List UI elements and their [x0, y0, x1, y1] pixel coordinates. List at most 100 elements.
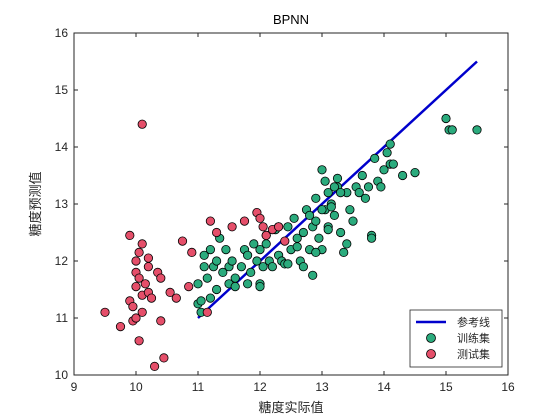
- train-point: [317, 205, 327, 215]
- train-point: [320, 176, 330, 186]
- train-point: [311, 216, 321, 226]
- train-point: [308, 270, 318, 280]
- train-point: [236, 262, 246, 272]
- test-point: [239, 216, 250, 226]
- test-point: [187, 247, 197, 257]
- train-point: [323, 225, 333, 235]
- test-point: [143, 253, 153, 263]
- legend-label-reference: 参考线: [457, 315, 490, 329]
- test-point: [184, 281, 194, 292]
- train-point: [249, 239, 259, 249]
- train-point: [382, 148, 392, 158]
- test-point: [171, 293, 181, 303]
- train-point: [472, 125, 482, 135]
- train-point: [212, 284, 222, 295]
- train-point: [339, 247, 349, 257]
- train-point: [357, 170, 367, 181]
- y-tick-label: 16: [55, 26, 69, 40]
- train-point: [311, 247, 321, 257]
- train-point: [255, 281, 265, 292]
- train-point: [221, 245, 231, 255]
- train-point: [227, 256, 237, 266]
- train-point: [441, 113, 451, 124]
- x-tick-label: 10: [129, 380, 143, 394]
- test-point: [212, 227, 222, 238]
- test-point: [273, 222, 284, 232]
- train-point: [267, 262, 277, 272]
- test-point: [143, 262, 153, 272]
- y-tick-label: 14: [55, 140, 69, 154]
- train-point: [246, 267, 256, 277]
- test-point: [255, 213, 265, 223]
- train-point: [376, 182, 386, 192]
- train-point: [311, 193, 321, 203]
- train-point: [292, 242, 302, 252]
- train-point: [283, 259, 293, 269]
- train-point: [230, 281, 240, 292]
- chart-title: BPNN: [273, 12, 309, 27]
- train-point: [329, 210, 339, 220]
- train-point: [348, 216, 358, 226]
- legend-label-test: 测试集: [457, 347, 490, 361]
- train-point: [397, 170, 408, 181]
- test-point: [134, 247, 144, 257]
- x-tick-label: 16: [501, 380, 515, 394]
- train-point: [261, 239, 271, 249]
- train-point: [258, 262, 268, 272]
- test-point: [128, 301, 138, 312]
- train-point: [243, 250, 253, 260]
- test-point: [280, 236, 290, 246]
- train-point: [366, 233, 377, 243]
- legend-train-swatch: [426, 333, 436, 343]
- train-point: [342, 239, 352, 249]
- train-point: [199, 262, 209, 272]
- train-point: [199, 250, 209, 260]
- train-point: [385, 139, 395, 149]
- x-tick-label: 9: [71, 380, 78, 394]
- train-point: [332, 173, 343, 183]
- series-layer: [100, 60, 482, 371]
- x-axis-label: 糖度实际值: [258, 400, 323, 416]
- test-point: [150, 361, 160, 371]
- train-point: [360, 193, 370, 203]
- train-point: [410, 168, 420, 178]
- x-tick-label: 15: [439, 380, 453, 394]
- test-point: [134, 273, 144, 283]
- x-tick-label: 11: [192, 380, 205, 394]
- test-point: [115, 321, 126, 332]
- test-point: [137, 119, 147, 129]
- train-point: [388, 159, 398, 169]
- legend-box: [409, 309, 503, 368]
- x-tick-label: 14: [377, 380, 391, 394]
- train-point: [298, 227, 308, 238]
- train-point: [243, 279, 253, 289]
- test-point: [100, 307, 110, 317]
- train-point: [255, 245, 265, 255]
- train-point: [212, 256, 222, 266]
- train-point: [205, 245, 215, 255]
- legend: 参考线 训练集 测试集: [409, 309, 503, 368]
- train-point: [193, 279, 203, 289]
- x-tick-label: 13: [315, 380, 329, 394]
- test-point: [177, 236, 188, 246]
- test-point: [131, 281, 141, 292]
- x-tick-label: 12: [253, 380, 267, 394]
- train-point: [289, 213, 299, 223]
- train-point: [314, 233, 324, 243]
- y-tick-label: 13: [55, 197, 69, 211]
- test-point: [146, 293, 157, 303]
- y-axis-label: 糖度预测值: [28, 171, 44, 236]
- test-point: [159, 353, 169, 363]
- test-point: [156, 316, 166, 326]
- train-point: [317, 165, 327, 175]
- y-tick-label: 12: [55, 254, 69, 268]
- train-point: [370, 153, 380, 163]
- train-point: [329, 182, 339, 192]
- train-point: [202, 273, 212, 283]
- train-point: [205, 293, 215, 303]
- test-point: [205, 216, 215, 226]
- y-tick-label: 15: [55, 83, 69, 97]
- train-point: [354, 188, 364, 198]
- y-tick-label: 10: [55, 368, 69, 382]
